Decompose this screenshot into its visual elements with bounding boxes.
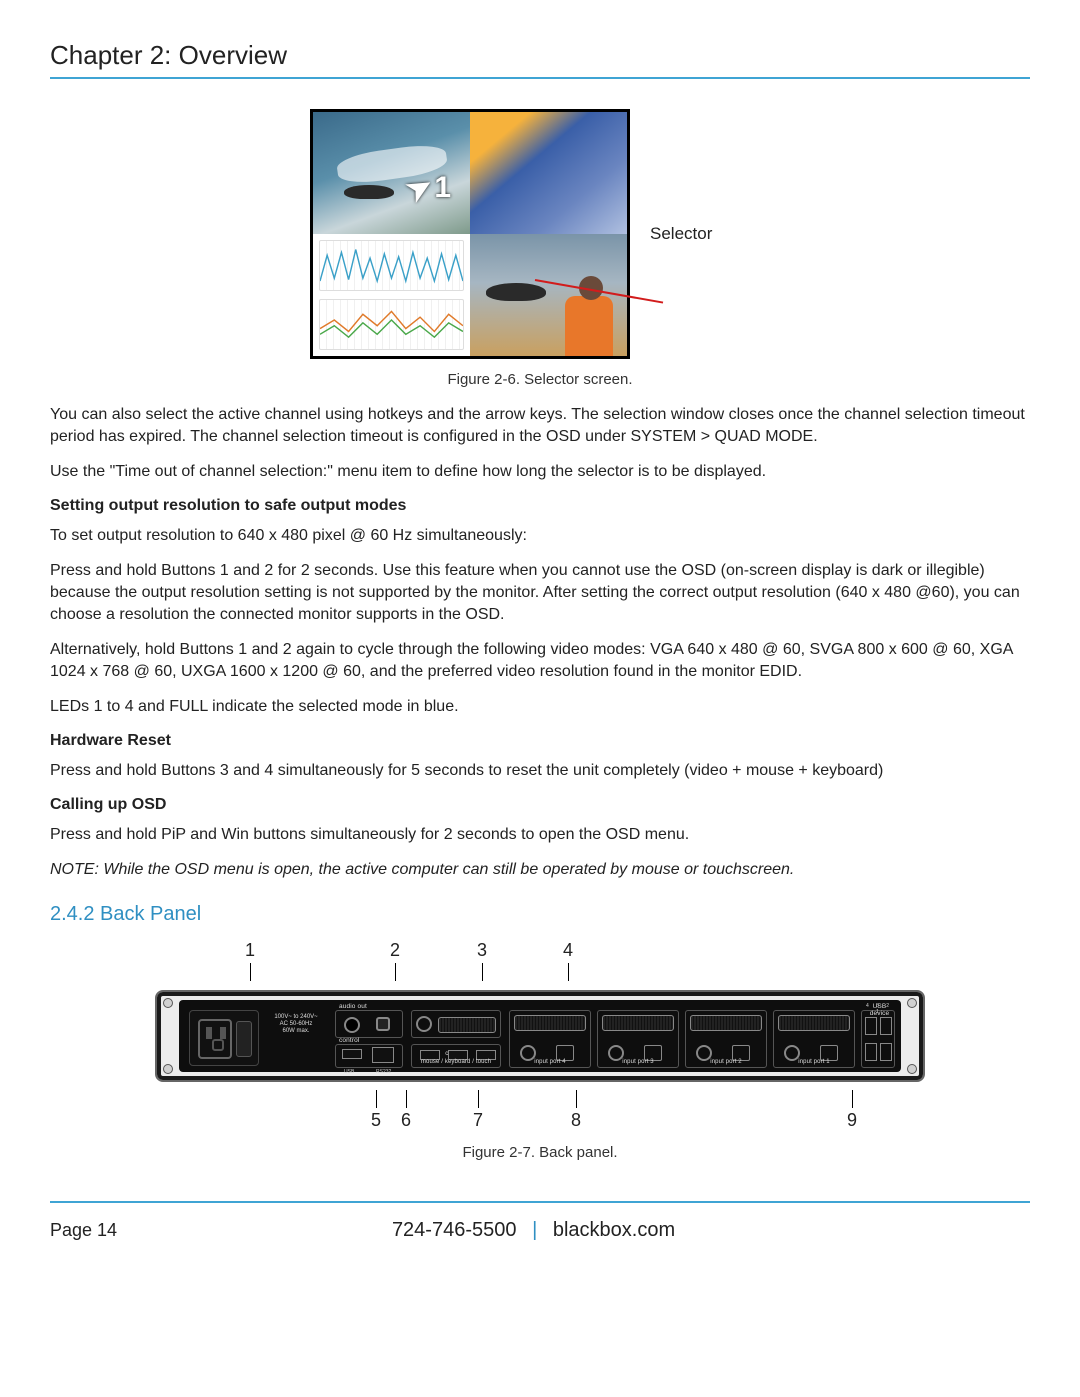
footer-site: blackbox.com xyxy=(553,1219,675,1241)
power-inlet xyxy=(189,1010,259,1066)
figure-2-6-caption: Figure 2-6. Selector screen. xyxy=(50,371,1030,388)
figure-2-7-caption: Figure 2-7. Back panel. xyxy=(50,1144,1030,1161)
figure-2-6: ➤1 xyxy=(50,109,1030,388)
para-hardware-reset: Press and hold Buttons 3 and 4 simultane… xyxy=(50,760,1030,782)
para-calling-osd: Press and hold PiP and Win buttons simul… xyxy=(50,824,1030,846)
bp-top-num-2: 2 xyxy=(390,940,400,960)
selector-number: 1 xyxy=(434,171,451,205)
para-timeout: Use the "Time out of channel selection:"… xyxy=(50,461,1030,483)
selector-callout-label: Selector xyxy=(650,224,712,243)
input-port-4: input port 4 xyxy=(509,1010,591,1068)
figure-2-7: 1 2 3 4 100V~ to 240V~ AC 50-60Hz 60W ma… xyxy=(50,940,1030,1161)
mouse-keyboard-touch-group: mouse / keyboard / touch xyxy=(411,1044,501,1068)
control-group: control USB RS232 xyxy=(335,1044,403,1068)
heading-calling-osd: Calling up OSD xyxy=(50,796,1030,814)
footer-separator: | xyxy=(532,1219,537,1241)
console-dvi-group: console xyxy=(411,1010,501,1038)
input-port-2: input port 2 xyxy=(685,1010,767,1068)
input3-label: input port 3 xyxy=(622,1059,653,1065)
bp-top-num-1: 1 xyxy=(245,940,255,960)
bp-bot-num-8: 8 xyxy=(571,1110,581,1130)
audio-out-group: audio out xyxy=(335,1010,403,1038)
heading-safe-output: Setting output resolution to safe output… xyxy=(50,497,1030,515)
para-note-osd: NOTE: While the OSD menu is open, the ac… xyxy=(50,859,1030,881)
control-rs232-label: RS232 xyxy=(376,1069,391,1075)
input4-label: input port 4 xyxy=(534,1059,565,1065)
usb-device-group: USB device 4 3 2 1 xyxy=(861,1010,895,1068)
footer-phone: 724-746-5500 xyxy=(392,1219,517,1241)
para-safe-3: Alternatively, hold Buttons 1 and 2 agai… xyxy=(50,639,1030,682)
control-usb-label: USB xyxy=(344,1069,354,1075)
bp-bot-num-5: 5 xyxy=(371,1110,381,1130)
bp-top-num-4: 4 xyxy=(563,940,573,960)
bp-bot-num-9: 9 xyxy=(847,1110,857,1130)
para-hotkeys: You can also select the active channel u… xyxy=(50,404,1030,447)
page-number: Page 14 xyxy=(50,1220,117,1241)
bp-bot-num-7: 7 xyxy=(473,1110,483,1130)
input-port-3: input port 3 xyxy=(597,1010,679,1068)
page-footer: Page 14 724-746-5500 | blackbox.com xyxy=(50,1201,1030,1242)
power-rating-label: 100V~ to 240V~ AC 50-60Hz 60W max. xyxy=(265,1014,327,1036)
audio-out-label: audio out xyxy=(339,1003,367,1010)
usb-device-nums: 4 3 2 1 xyxy=(864,1003,894,1015)
para-safe-4: LEDs 1 to 4 and FULL indicate the select… xyxy=(50,696,1030,718)
section-back-panel: 2.4.2 Back Panel xyxy=(50,903,1030,926)
control-label: control xyxy=(339,1037,359,1044)
para-safe-2: Press and hold Buttons 1 and 2 for 2 sec… xyxy=(50,560,1030,625)
input2-label: input port 2 xyxy=(710,1059,741,1065)
input-port-1: input port 1 xyxy=(773,1010,855,1068)
bp-top-num-3: 3 xyxy=(477,940,487,960)
selector-screen-illustration: ➤1 xyxy=(310,109,630,359)
chapter-title: Chapter 2: Overview xyxy=(50,40,1030,79)
selector-cursor-icon: ➤1 xyxy=(407,171,451,206)
mkt-label: mouse / keyboard / touch xyxy=(421,1059,491,1065)
bp-bot-num-6: 6 xyxy=(401,1110,411,1130)
heading-hardware-reset: Hardware Reset xyxy=(50,732,1030,750)
back-panel-illustration: 100V~ to 240V~ AC 50-60Hz 60W max. audio… xyxy=(155,990,925,1082)
input1-label: input port 1 xyxy=(798,1059,829,1065)
para-safe-1: To set output resolution to 640 x 480 pi… xyxy=(50,525,1030,547)
